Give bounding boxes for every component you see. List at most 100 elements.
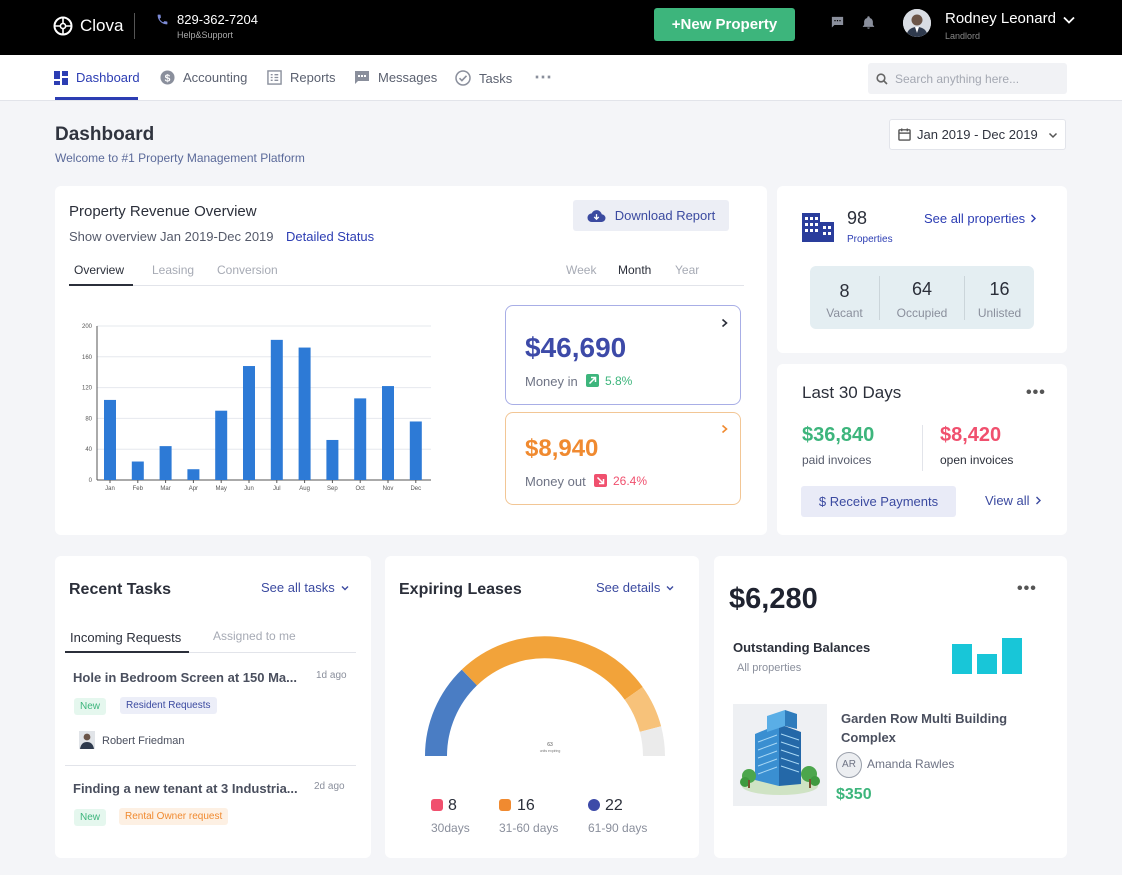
tab-assigned-to-me[interactable]: Assigned to me bbox=[213, 629, 296, 643]
receive-payments-button[interactable]: $ Receive Payments bbox=[801, 486, 956, 517]
nav-item-reports[interactable]: Reports bbox=[267, 70, 336, 85]
search-input[interactable] bbox=[895, 71, 1055, 86]
tab-divider bbox=[65, 652, 356, 653]
y-tick-label: 0 bbox=[89, 478, 93, 484]
nav-item-tasks[interactable]: Tasks bbox=[455, 70, 512, 86]
view-all-link[interactable]: View all bbox=[985, 493, 1042, 508]
see-details-link[interactable]: See details bbox=[596, 580, 674, 595]
tab-leasing[interactable]: Leasing bbox=[152, 263, 195, 277]
category-badge: Rental Owner request bbox=[119, 808, 229, 825]
incoming-tab-indicator bbox=[65, 651, 189, 653]
more-options-icon[interactable]: ••• bbox=[1017, 580, 1037, 597]
assignee-name: Robert Friedman bbox=[102, 735, 185, 747]
support-phone[interactable]: 829-362-7204 Help&Support bbox=[156, 12, 258, 40]
dollar-icon: $ bbox=[160, 70, 175, 85]
x-tick-label: Jul bbox=[273, 486, 281, 492]
property-name-line2[interactable]: Complex bbox=[841, 730, 896, 745]
page-subtitle: Welcome to #1 Property Management Platfo… bbox=[55, 151, 305, 165]
x-tick-label: Jun bbox=[244, 486, 254, 492]
stat-occupied[interactable]: 64 Occupied bbox=[880, 266, 964, 329]
task-item[interactable]: Finding a new tenant at 3 Industria... 2… bbox=[55, 768, 371, 848]
chat-icon[interactable] bbox=[830, 15, 845, 35]
bar-may bbox=[215, 410, 228, 480]
divider bbox=[134, 13, 135, 39]
dashboard-icon bbox=[54, 70, 68, 85]
money-out-change: 26.4% bbox=[613, 474, 648, 488]
download-report-label: Download Report bbox=[614, 208, 716, 223]
nav-item-dashboard[interactable]: Dashboard bbox=[54, 70, 140, 85]
brand-logo[interactable]: Clova bbox=[53, 16, 123, 36]
phone-icon bbox=[157, 14, 168, 25]
balances-title: Outstanding Balances bbox=[733, 640, 871, 655]
nav-label: Dashboard bbox=[76, 70, 140, 85]
x-tick-label: Jan bbox=[105, 486, 115, 492]
more-options-icon[interactable]: ••• bbox=[1026, 384, 1046, 401]
nav-item-accounting[interactable]: $ Accounting bbox=[160, 70, 247, 85]
property-name[interactable]: Garden Row Multi Building bbox=[841, 711, 1008, 726]
nav-item-messages[interactable]: Messages bbox=[354, 70, 437, 85]
see-all-properties-label: See all properties bbox=[924, 211, 1026, 226]
money-in-card[interactable]: $46,690 Money in 5.8% bbox=[505, 305, 741, 405]
legend-swatch bbox=[499, 799, 511, 811]
task-title: Finding a new tenant at 3 Industria... bbox=[73, 781, 298, 796]
cloud-download-icon bbox=[587, 209, 606, 222]
nav-more-icon[interactable]: ⋯ bbox=[534, 67, 552, 87]
brand-name: Clova bbox=[80, 16, 124, 35]
task-item[interactable]: Hole in Bedroom Screen at 150 Ma... 1d a… bbox=[55, 656, 371, 761]
new-property-button[interactable]: +New Property bbox=[654, 8, 795, 41]
property-image[interactable] bbox=[733, 704, 827, 806]
divider bbox=[879, 276, 880, 320]
period-month[interactable]: Month bbox=[618, 263, 652, 277]
bar-sep bbox=[326, 439, 339, 480]
last-30-title: Last 30 Days bbox=[802, 383, 902, 402]
bar-mar bbox=[159, 446, 172, 480]
stat-label: Vacant bbox=[826, 306, 863, 320]
search-box[interactable] bbox=[868, 63, 1067, 94]
recent-tasks-title: Recent Tasks bbox=[69, 581, 171, 598]
x-tick-label: Apr bbox=[189, 486, 198, 492]
stat-unlisted[interactable]: 16 Unlisted bbox=[965, 266, 1034, 329]
balance-amount: $6,280 bbox=[729, 583, 818, 615]
user-menu-chevron-icon[interactable] bbox=[1062, 13, 1076, 32]
period-week[interactable]: Week bbox=[566, 263, 597, 277]
gauge-segment-orange bbox=[461, 636, 643, 700]
period-year[interactable]: Year bbox=[675, 263, 700, 277]
tab-incoming-requests[interactable]: Incoming Requests bbox=[70, 630, 182, 645]
nav-label: Reports bbox=[290, 70, 336, 85]
y-tick-label: 160 bbox=[82, 355, 93, 361]
bell-icon[interactable] bbox=[861, 15, 876, 35]
wheel-logo-icon bbox=[53, 16, 73, 36]
chevron-down-icon bbox=[666, 585, 674, 590]
chevron-right-icon bbox=[721, 424, 728, 434]
bar-jul bbox=[270, 339, 283, 480]
see-all-properties-link[interactable]: See all properties bbox=[924, 211, 1037, 226]
user-avatar[interactable] bbox=[903, 9, 931, 37]
legend-swatch bbox=[588, 799, 600, 811]
gauge-caption: units expiring bbox=[540, 749, 561, 753]
see-all-tasks-link[interactable]: See all tasks bbox=[261, 580, 349, 595]
nav-label: Messages bbox=[378, 70, 438, 85]
tab-overview[interactable]: Overview bbox=[74, 263, 125, 277]
chevron-down-icon bbox=[341, 585, 349, 590]
recent-tasks-card: Recent Tasks See all tasks Incoming Requ… bbox=[55, 556, 371, 858]
nav-bar: Dashboard $ Accounting Reports Messages … bbox=[0, 55, 1122, 101]
bar-feb bbox=[131, 461, 144, 480]
money-out-card[interactable]: $8,940 Money out 26.4% bbox=[505, 412, 741, 505]
tab-conversion[interactable]: Conversion bbox=[217, 263, 278, 277]
date-range-label: Jan 2019 - Dec 2019 bbox=[917, 127, 1038, 142]
divider bbox=[964, 276, 965, 320]
task-title: Hole in Bedroom Screen at 150 Ma... bbox=[73, 670, 297, 685]
date-range-picker[interactable]: Jan 2019 - Dec 2019 bbox=[889, 119, 1066, 150]
y-tick-label: 120 bbox=[82, 386, 93, 392]
revenue-title: Property Revenue Overview bbox=[69, 203, 257, 220]
legend-value: 8 bbox=[448, 797, 457, 814]
user-name[interactable]: Rodney Leonard bbox=[945, 10, 1056, 27]
status-badge: New bbox=[74, 698, 107, 715]
stat-vacant[interactable]: 8 Vacant bbox=[810, 266, 879, 329]
bar-aug bbox=[298, 347, 311, 480]
legend-label: 30days bbox=[431, 821, 470, 835]
download-report-button[interactable]: Download Report bbox=[573, 200, 729, 231]
detailed-status-link[interactable]: Detailed Status bbox=[286, 229, 375, 244]
legend-value: 22 bbox=[605, 797, 623, 814]
x-tick-label: Oct bbox=[356, 486, 366, 492]
